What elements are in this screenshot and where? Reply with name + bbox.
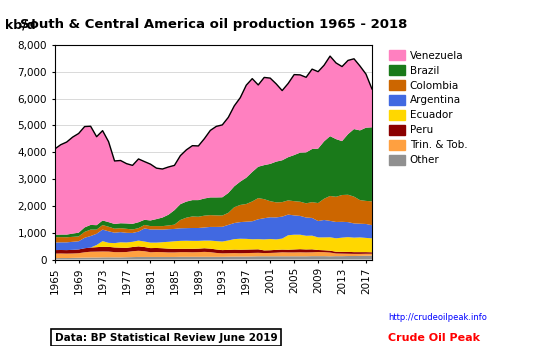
Text: kb/d: kb/d: [5, 18, 36, 31]
Text: South & Central America oil production 1965 - 2018: South & Central America oil production 1…: [20, 18, 407, 31]
Legend: Venezuela, Brazil, Colombia, Argentina, Ecuador, Peru, Trin. & Tob., Other: Venezuela, Brazil, Colombia, Argentina, …: [387, 48, 469, 167]
Text: Data: BP Statistical Review June 2019: Data: BP Statistical Review June 2019: [55, 333, 277, 343]
Text: http://crudeoilpeak.info: http://crudeoilpeak.info: [388, 313, 487, 322]
Text: Crude Oil Peak: Crude Oil Peak: [388, 333, 480, 343]
